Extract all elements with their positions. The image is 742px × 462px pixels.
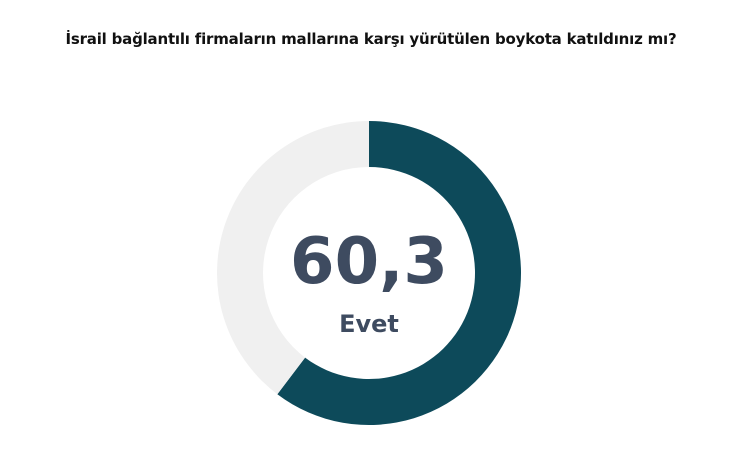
chart-title: İsrail bağlantılı firmaların mallarına k… — [65, 30, 677, 48]
center-label: Evet — [339, 310, 399, 338]
center-value: 60,3 — [290, 225, 448, 299]
donut-slice-0 — [277, 121, 521, 425]
donut-slice-1 — [217, 121, 369, 395]
